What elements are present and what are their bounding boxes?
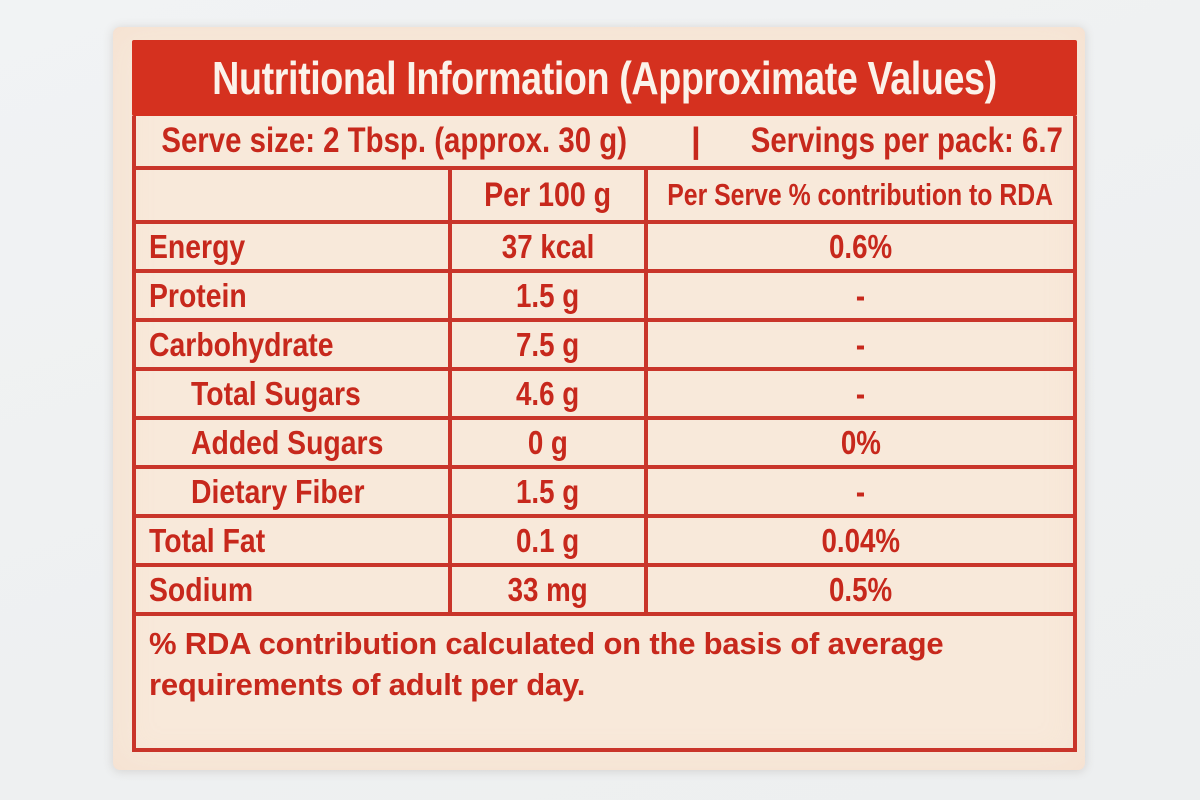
nutrient-name: Protein (149, 276, 247, 314)
rda-column-header: Per Serve % contribution to RDA (644, 170, 1073, 220)
nutrient-name: Sodium (149, 570, 254, 608)
nutrition-label: Nutritional Information (Approximate Val… (113, 27, 1085, 770)
per-100g-value: 4.6 g (448, 371, 644, 416)
per-100g-value: 37 kcal (448, 224, 644, 269)
rda-value: 0% (644, 420, 1073, 465)
table-row: Energy 37 kcal 0.6% (136, 224, 1073, 273)
nutrient-name: Added Sugars (191, 423, 384, 461)
table-row: Total Fat 0.1 g 0.04% (136, 518, 1073, 567)
rda-value: - (644, 371, 1073, 416)
table-row: Carbohydrate 7.5 g - (136, 322, 1073, 371)
nutrient-name: Energy (149, 227, 246, 265)
serve-info-row: Serve size: 2 Tbsp. (approx. 30 g) | Ser… (136, 116, 1073, 170)
nutrient-name: Total Fat (149, 521, 266, 559)
rda-value: - (644, 469, 1073, 514)
per-100g-value: 0 g (448, 420, 644, 465)
title-bar: Nutritional Information (Approximate Val… (132, 40, 1077, 116)
per-100g-value: 1.5 g (448, 469, 644, 514)
table-row: Added Sugars 0 g 0% (136, 420, 1073, 469)
nutrient-name: Dietary Fiber (191, 472, 365, 510)
nutrient-name: Total Sugars (191, 374, 361, 412)
per-100g-column-header: Per 100 g (448, 170, 644, 220)
nutrient-name: Carbohydrate (149, 325, 334, 363)
serve-info-separator: | (690, 121, 701, 160)
table-row: Sodium 33 mg 0.5% (136, 567, 1073, 616)
serve-size-text: Serve size: 2 Tbsp. (approx. 30 g) (160, 121, 627, 160)
table-row: Protein 1.5 g - (136, 273, 1073, 322)
per-100g-value: 33 mg (448, 567, 644, 612)
rda-value: - (644, 273, 1073, 318)
per-100g-value: 7.5 g (448, 322, 644, 367)
rda-footnote: % RDA contribution calculated on the bas… (149, 626, 944, 703)
label-title: Nutritional Information (Approximate Val… (212, 52, 997, 104)
servings-per-pack-text: Servings per pack: 6.7 (750, 121, 1063, 160)
per-100g-value: 1.5 g (448, 273, 644, 318)
table-header-row: Per 100 g Per Serve % contribution to RD… (136, 170, 1073, 224)
rda-value: 0.04% (644, 518, 1073, 563)
rda-value: 0.6% (644, 224, 1073, 269)
per-100g-value: 0.1 g (448, 518, 644, 563)
nutrition-table: Serve size: 2 Tbsp. (approx. 30 g) | Ser… (132, 116, 1077, 752)
table-row: Dietary Fiber 1.5 g - (136, 469, 1073, 518)
rda-value: - (644, 322, 1073, 367)
table-row: Total Sugars 4.6 g - (136, 371, 1073, 420)
rda-value: 0.5% (644, 567, 1073, 612)
nutrient-column-header (136, 170, 448, 220)
